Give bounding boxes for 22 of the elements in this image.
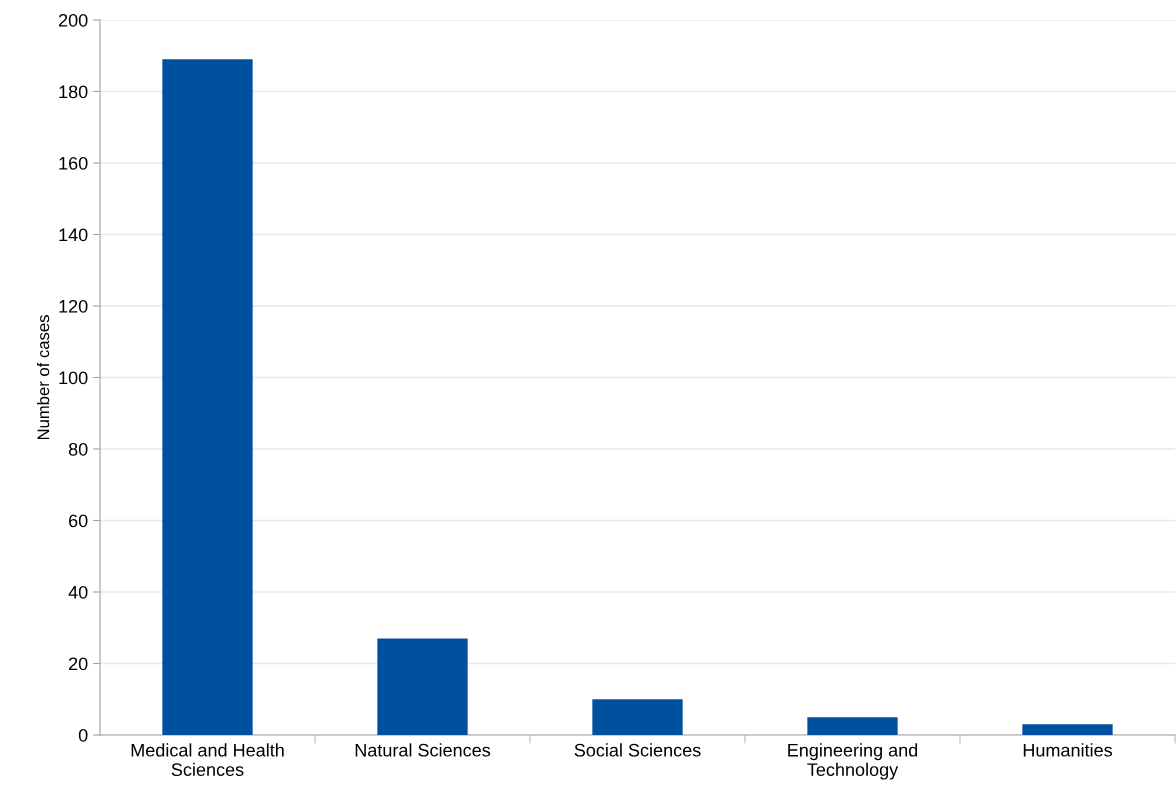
bar: [377, 638, 468, 735]
y-tick-label: 60: [69, 514, 88, 528]
bar: [592, 699, 683, 735]
y-tick-label: 160: [59, 156, 88, 170]
y-axis-title: Number of cases: [36, 315, 50, 440]
y-tick-label: 100: [59, 371, 88, 385]
x-tick-label: Engineering and Technology: [788, 743, 918, 780]
x-tick-label: Social Sciences: [574, 743, 701, 757]
y-tick-label: 120: [59, 299, 88, 313]
y-tick-label: 180: [59, 85, 88, 99]
y-tick-label: 0: [78, 728, 88, 742]
bar: [162, 59, 253, 735]
x-tick-label: Humanities: [1023, 743, 1113, 757]
x-tick-label: Medical and Health Sciences: [131, 743, 284, 777]
y-tick-label: 40: [68, 585, 88, 599]
y-tick-label: 140: [59, 228, 88, 242]
y-tick-label: 200: [58, 13, 88, 27]
bar: [1022, 724, 1113, 735]
bar: [807, 717, 898, 735]
x-tick-label: Natural Sciences: [355, 743, 491, 757]
y-tick-label: 80: [68, 442, 88, 456]
y-tick-label: 20: [69, 657, 88, 671]
